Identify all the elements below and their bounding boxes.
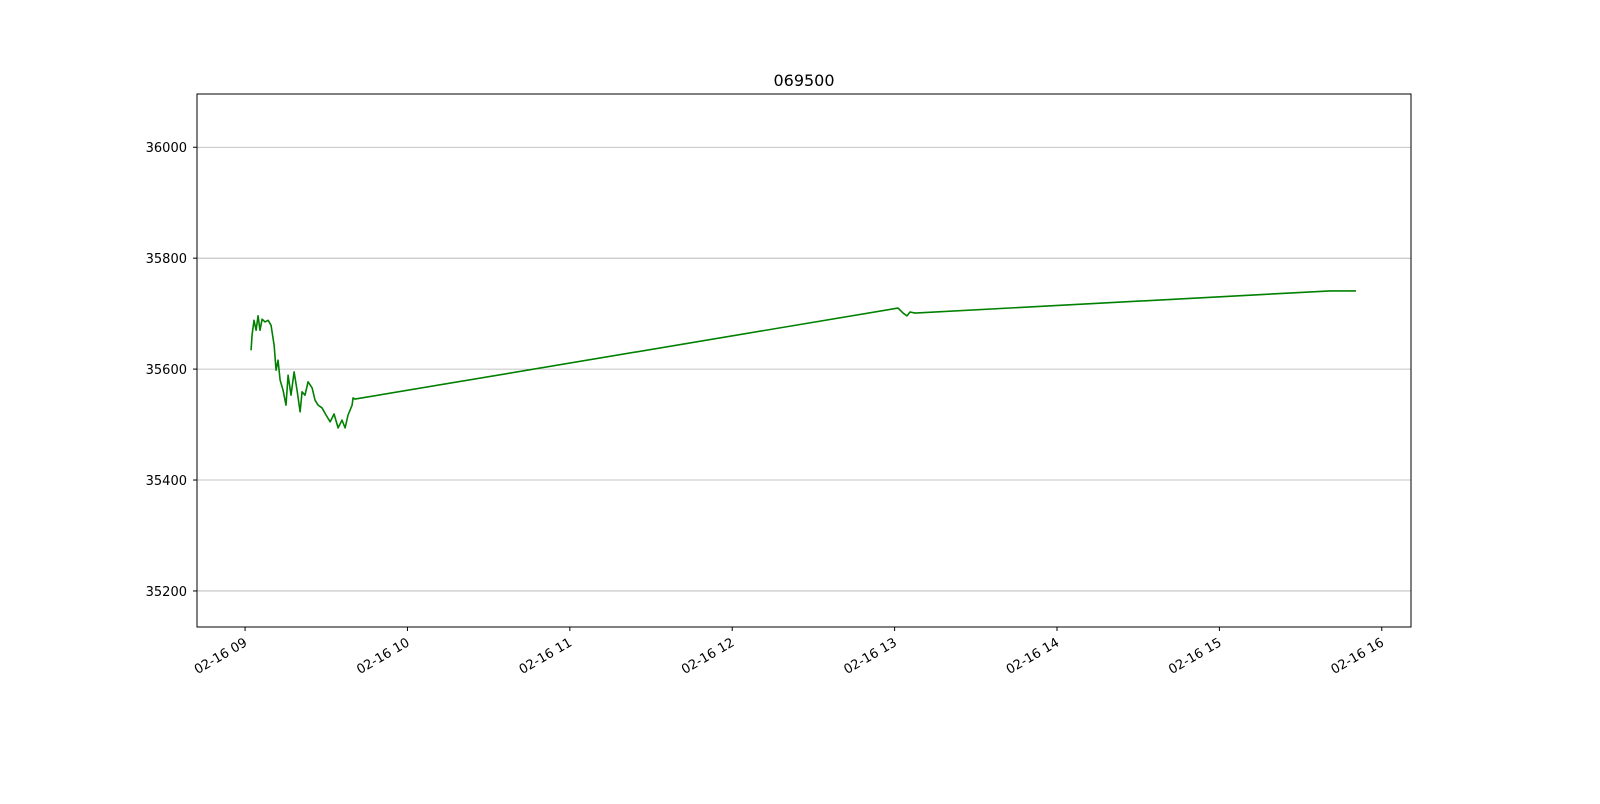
y-tick-label: 35400	[146, 474, 187, 489]
x-tick-label: 02-16 09	[192, 635, 250, 677]
x-tick-label: 02-16 14	[1004, 635, 1062, 677]
x-tick-label: 02-16 13	[841, 635, 899, 677]
y-tick-label: 35200	[146, 585, 187, 600]
x-tick-label: 02-16 12	[679, 635, 737, 677]
x-tick-label: 02-16 15	[1166, 635, 1224, 677]
plot-frame	[196, 93, 1412, 628]
y-tick-label: 35800	[146, 252, 187, 267]
y-tick-label: 36000	[146, 141, 187, 156]
chart-title: 069500	[773, 71, 834, 90]
price-line	[250, 290, 1356, 429]
x-tick-label: 02-16 10	[354, 635, 412, 677]
y-tick-label: 35600	[146, 363, 187, 378]
x-tick-label: 02-16 16	[1329, 635, 1387, 677]
x-tick-label: 02-16 11	[517, 635, 575, 677]
